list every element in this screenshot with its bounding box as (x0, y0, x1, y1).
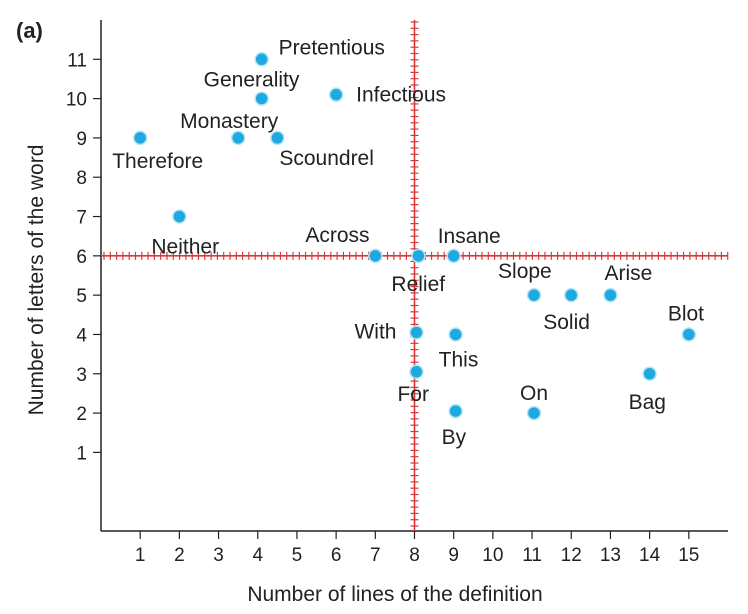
x-tick-label: 10 (482, 545, 503, 566)
point-label: Therefore (112, 150, 203, 173)
y-tick-label: 5 (76, 286, 87, 307)
x-tick-label: 15 (678, 545, 699, 566)
point-label: On (520, 382, 548, 405)
x-tick-label: 1 (135, 545, 146, 566)
data-point (409, 325, 424, 340)
point-label: Arise (604, 262, 652, 285)
data-point (603, 287, 618, 303)
data-point (526, 405, 542, 421)
y-tick-label: 2 (76, 404, 87, 425)
x-tick-label: 11 (522, 545, 542, 566)
x-tick-label: 5 (292, 545, 303, 566)
data-point (270, 130, 285, 146)
point-label: By (442, 426, 467, 449)
point-label: Monastery (180, 110, 279, 133)
point-label: Insane (438, 225, 501, 248)
point-label: Neither (151, 236, 219, 259)
y-tick-label: 3 (76, 365, 87, 386)
x-tick-label: 14 (639, 545, 661, 566)
x-tick-label: 2 (174, 545, 185, 566)
x-tick-label: 4 (252, 545, 263, 566)
point-labels: Therefore Neither Monastery Generality Prete… (112, 36, 704, 449)
x-axis-label: Number of lines of the definition (247, 583, 542, 606)
x-tick-label: 7 (370, 545, 381, 566)
data-point (328, 87, 344, 102)
point-label: This (439, 348, 479, 371)
point-label: Slope (498, 260, 552, 283)
x-tick-label: 3 (213, 545, 224, 566)
data-point (368, 248, 383, 264)
panel-label: (a) (16, 18, 43, 43)
y-axis-label: Number of letters of the word (25, 145, 48, 416)
point-label: Pretentious (279, 36, 385, 59)
y-tick-label: 6 (76, 247, 87, 268)
point-label: Across (305, 224, 369, 247)
data-point (526, 287, 542, 303)
data-point (446, 248, 461, 264)
data-point (448, 403, 463, 419)
x-tick-label: 8 (409, 545, 420, 566)
y-tick-label: 1 (76, 443, 87, 464)
y-tick-label: 7 (76, 208, 87, 229)
x-tick-label: 12 (561, 545, 582, 566)
y-tick-label: 10 (66, 90, 87, 111)
data-point (448, 327, 463, 342)
x-tick-label: 13 (600, 545, 621, 566)
data-point (642, 366, 657, 382)
data-point (254, 91, 269, 106)
x-tick-label: 6 (331, 545, 342, 566)
y-tick-label: 8 (76, 168, 87, 189)
point-label: Generality (204, 69, 300, 92)
point-label: Bag (629, 391, 666, 414)
data-point (681, 327, 697, 342)
point-label: Scoundrel (279, 147, 374, 170)
x-tick-label: 9 (448, 545, 459, 566)
data-point (411, 248, 426, 264)
point-label: Solid (543, 311, 590, 334)
data-points (132, 52, 697, 421)
data-point (409, 364, 424, 380)
data-point (254, 52, 269, 67)
point-label: Blot (668, 302, 704, 325)
data-point (230, 130, 246, 146)
point-label: For (397, 383, 429, 406)
y-tick-label: 9 (76, 129, 87, 150)
point-label: Relief (391, 273, 445, 296)
y-tick-label: 4 (76, 325, 87, 346)
data-point (564, 287, 579, 303)
data-point (172, 209, 187, 224)
point-label: Infectious (356, 84, 446, 107)
y-tick-label: 11 (67, 50, 87, 71)
data-point (132, 130, 148, 146)
point-label: With (354, 320, 396, 343)
